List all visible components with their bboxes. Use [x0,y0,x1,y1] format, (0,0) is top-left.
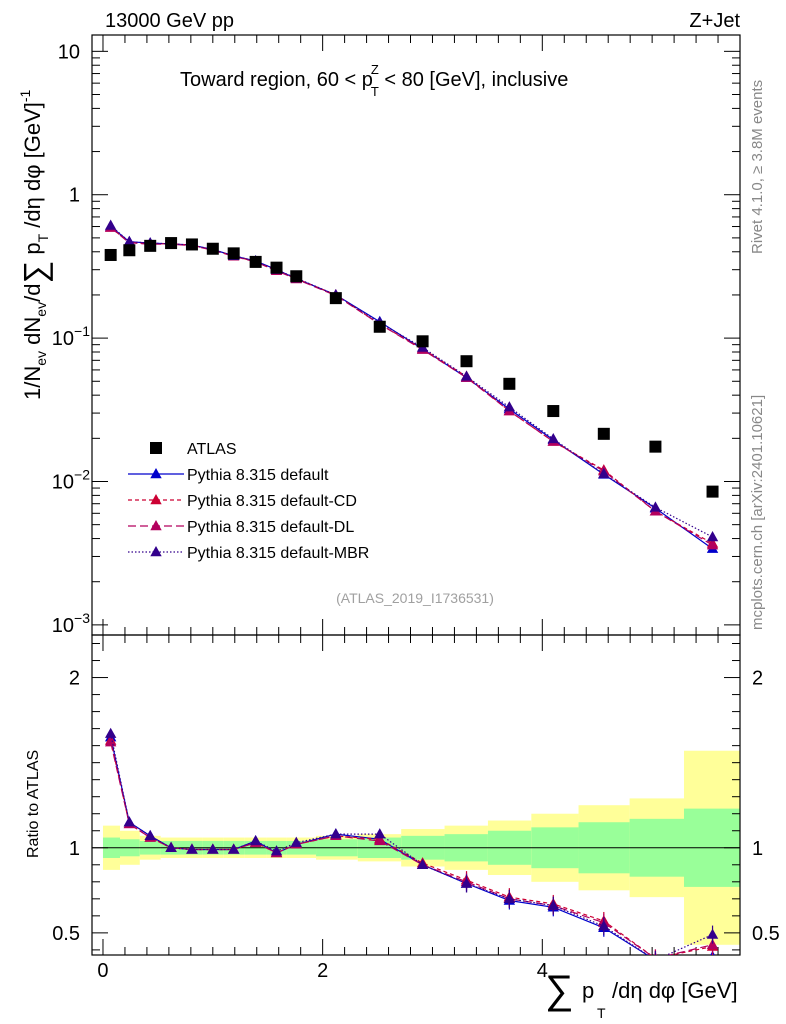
series-marker-main [649,501,662,512]
ratio-frame [91,634,741,956]
plot-title: Toward region, 60 < p TZ < 80 [GeV], incl… [180,62,568,99]
series-marker-ratio [165,841,177,852]
series-marker-main [503,401,516,412]
y-axis-label-ratio: Ratio to ATLAS [25,750,42,858]
series-marker-ratio [503,892,516,904]
series-marker-ratio [330,828,342,839]
x-axis-label: ∑ p T /dη dφ [GeV] [545,968,738,1021]
svg-text:T: T [597,1005,606,1021]
atlas-marker [416,335,429,348]
atlas-marker [270,261,283,274]
atlas-marker [290,270,303,283]
svg-text:p: p [582,978,594,1003]
series-marker-ratio [547,899,559,910]
y-tick-label-main: 10−2 [52,466,90,493]
x-tick-label: 2 [317,960,328,982]
series-marker-ratio [654,954,656,955]
legend: ATLAS Pythia 8.315 default Pythia 8.315 de… [128,441,369,562]
legend-label: Pythia 8.315 default-MBR [187,545,369,562]
y-tick-label-ratio: 1 [69,838,80,860]
legend-marker [150,520,162,531]
svg-text:/dη dφ [GeV]: /dη dφ [GeV] [612,978,738,1003]
plot-title-tail: < 80 [GeV], inclusive [379,69,569,91]
atlas-marker [206,242,219,255]
series-marker-ratio [144,829,156,841]
series-marker-ratio [186,843,198,854]
series-marker-main [104,219,117,230]
analysis-watermark: (ATLAS_2019_I1736531) [336,590,494,606]
series-marker-ratio [290,836,302,847]
series-marker-ratio [227,843,240,854]
atlas-marker [706,485,719,498]
y-tick-label-ratio-right: 0.5 [752,923,780,945]
series-marker-ratio [104,736,117,747]
svg-text:1/Nev dNev/d∑ pT /dη dφ [GeV]: 1/Nev dNev/d∑ pT /dη dφ [GeV]-1 [17,89,53,400]
y-tick-label-main: 10−1 [52,323,90,350]
series-marker-ratio [460,877,473,888]
atlas-marker [329,292,342,305]
atlas-marker [597,427,610,440]
atlas-marker [503,377,516,390]
legend-label: Pythia 8.315 default-CD [187,493,357,510]
header-process: Z+Jet [689,10,740,32]
series-marker-ratio [706,928,719,939]
series-marker-ratio [123,816,136,827]
plot-title-main: Toward region, 60 < p [180,69,373,91]
atlas-marker [144,239,157,252]
series-marker-main [598,467,610,479]
y-tick-label-main: 1 [69,185,80,207]
y-tick-label-ratio-right: 1 [752,838,763,860]
x-tick-label: 4 [537,960,548,982]
legend-atlas-marker [150,442,162,454]
atlas-marker [249,255,262,268]
atlas-marker [165,237,178,250]
series-marker-main [706,539,719,550]
series-marker-ratio [270,845,283,856]
series-marker-main [123,235,136,246]
series-marker-main [706,531,719,542]
atlas-marker [460,355,473,368]
series-marker-ratio [706,938,719,949]
legend-marker [150,546,162,557]
x-tick-label: 0 [97,960,108,982]
y-tick-label-ratio: 2 [69,668,80,690]
plot-title-sub: T [371,84,379,99]
series-line-main [110,225,713,538]
y-tick-label-ratio-right: 2 [752,668,763,690]
atlas-marker [104,248,117,261]
y-axis-label-main: 1/Nev dNev/d∑ pT /dη dφ [GeV]-1 [17,89,53,400]
legend-marker [150,494,162,505]
y-tick-label-main: 10−3 [52,610,90,637]
atlas-marker [547,405,560,418]
series-marker-ratio [207,843,219,854]
series-marker-ratio [598,920,610,931]
legend-label: ATLAS [187,441,237,458]
atlas-points [104,237,719,498]
atlas-marker [649,440,662,453]
series-marker-ratio [374,828,386,839]
plot-title-sup: Z [371,62,379,77]
series-marker-ratio [654,954,656,955]
mcplots-label: mcplots.cern.ch [arXiv:2401.10621] [749,395,766,630]
series-marker-main [547,432,559,444]
atlas-marker [373,320,386,333]
series-ratio-4 [104,727,719,955]
series-marker-ratio [416,858,429,869]
series-marker-ratio [104,727,117,738]
rivet-label: Rivet 4.1.0, ≥ 3.8M events [749,80,766,254]
legend-label: Pythia 8.315 default-DL [187,519,354,536]
svg-text:∑: ∑ [545,968,574,1012]
series-marker-main [460,370,473,381]
legend-marker [150,468,162,479]
series-marker-ratio [249,834,262,846]
header-energy: 13000 GeV pp [105,10,234,32]
series-marker-ratio [374,834,386,846]
legend-label: Pythia 8.315 default [187,467,329,484]
y-tick-label-main: 10 [58,41,80,63]
y-tick-label-ratio: 0.5 [52,923,80,945]
atlas-marker [227,247,240,260]
atlas-marker [123,244,136,257]
atlas-marker [185,238,198,251]
